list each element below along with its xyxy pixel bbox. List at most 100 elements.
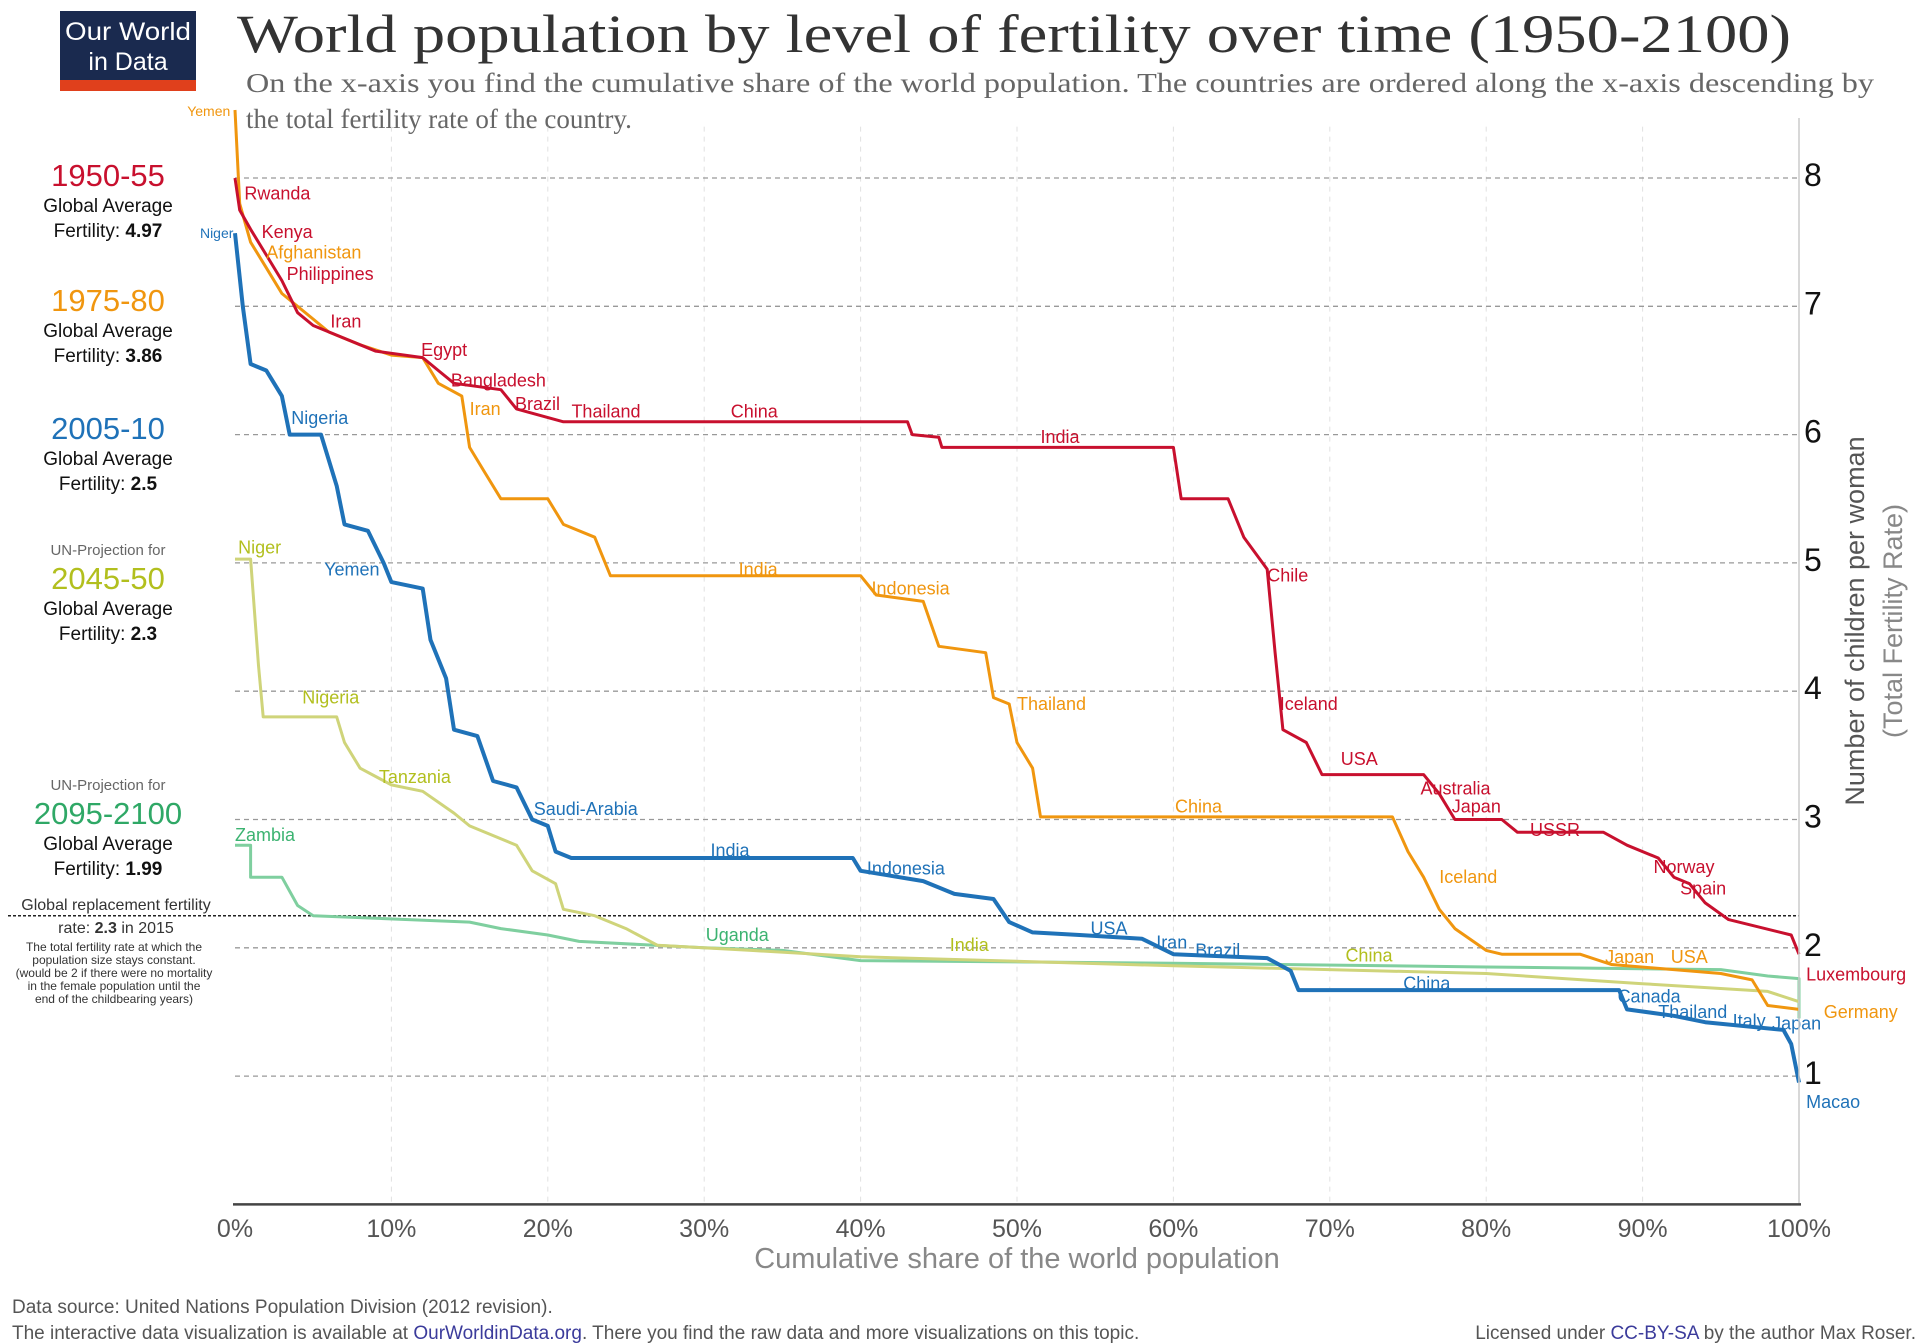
projection-label: UN-Projection for: [50, 542, 165, 559]
country-label: Uganda: [706, 925, 770, 945]
period-label: 2005-10: [51, 411, 165, 446]
country-label: USSR: [1530, 820, 1580, 840]
series-lines: [233, 109, 1801, 1083]
chart-subtitle-line1: On the x-axis you find the cumulative sh…: [246, 68, 1875, 98]
country-label: Niger: [238, 538, 281, 558]
y-axis-title: Number of children per woman: [1840, 436, 1870, 805]
fertility-value: 1.99: [125, 859, 162, 880]
grid: [8, 126, 1799, 1205]
x-tick-label: 70%: [1305, 1215, 1355, 1243]
legend-panel-2045-50: UN-Projection for 2045-50 Global Average Fe…: [43, 542, 173, 645]
country-label: Iceland: [1280, 694, 1338, 714]
period-label: 2095-2100: [34, 796, 182, 831]
country-label: India: [710, 840, 750, 860]
fertility-value: 4.97: [125, 221, 162, 242]
chart-subtitle-line2: the total fertility rate of the country.: [246, 104, 632, 134]
country-label: Bangladesh: [451, 371, 546, 391]
country-label: Thailand: [1017, 694, 1086, 714]
replacement-rate-value: 2.3: [95, 920, 117, 937]
country-label: Zambia: [235, 825, 296, 845]
footer-license: Licensed under CC-BY-SA by the author Ma…: [1475, 1323, 1916, 1344]
y-tick-label: 5: [1804, 542, 1822, 578]
x-tick-label: 20%: [523, 1215, 573, 1243]
country-label: India: [739, 559, 779, 579]
country-label: Italy: [1733, 1011, 1766, 1031]
y-tick-label: 1: [1804, 1055, 1822, 1091]
replacement-note: population size stays constant.: [32, 953, 195, 967]
replacement-title: Global replacement fertility: [21, 897, 210, 914]
axes: 0% 10% 20% 30% 40% 50% 60% 70% 80% 90% 100% 1 2 3 4 5 6 7…: [217, 118, 1908, 1275]
country-label: India: [950, 935, 990, 955]
country-label: Spain: [1680, 879, 1726, 899]
footer-interactive-pre: The interactive data visualization is av…: [12, 1323, 413, 1344]
country-label: Nigeria: [302, 688, 360, 708]
global-average-label: Global Average: [43, 834, 173, 855]
country-label: Saudi-Arabia: [534, 799, 639, 819]
country-label: Japan: [1452, 797, 1501, 817]
country-label: Egypt: [421, 340, 467, 360]
replacement-rate-post: in 2015: [117, 920, 174, 937]
country-label: India: [1040, 427, 1080, 447]
period-label: 2045-50: [51, 561, 165, 596]
fertility-label: Fertility:: [54, 346, 126, 367]
fertility-label: Fertility:: [54, 859, 126, 880]
country-label: Iceland: [1439, 867, 1497, 887]
y-tick-label: 7: [1804, 285, 1822, 321]
fertility-value: 3.86: [125, 346, 162, 367]
series-line-2005-10: [233, 232, 1801, 1083]
legend-panel-1950-55: 1950-55 Global Average Fertility: 4.97: [43, 158, 173, 242]
x-tick-label: 100%: [1767, 1215, 1831, 1243]
country-label: Iran: [330, 312, 361, 332]
x-axis-title: Cumulative share of the world population: [754, 1243, 1280, 1275]
country-label: Australia: [1421, 779, 1492, 799]
country-label: Germany: [1824, 1002, 1898, 1022]
country-label: Yemen: [324, 559, 379, 579]
y-tick-label: 2: [1804, 927, 1822, 963]
fertility-line: Fertility: 3.86: [54, 346, 163, 367]
logo-line2: in Data: [88, 48, 167, 76]
country-label: USA: [1091, 919, 1128, 939]
country-label: Chile: [1267, 566, 1308, 586]
chart-title: World population by level of fertility o…: [237, 4, 1791, 64]
country-label: Canada: [1618, 987, 1682, 1007]
replacement-note: The total fertility rate at which the: [26, 940, 202, 954]
x-tick-label: 80%: [1461, 1215, 1511, 1243]
country-label: Brazil: [1195, 940, 1240, 960]
country-label: USA: [1341, 749, 1378, 769]
legend-panel-2005-10: 2005-10 Global Average Fertility: 2.5: [43, 411, 173, 495]
country-label: Tanzania: [379, 767, 452, 787]
fertility-value: 2.5: [131, 474, 158, 495]
country-label: Yemen: [187, 103, 230, 119]
global-average-label: Global Average: [43, 321, 173, 342]
replacement-rate-pre: rate:: [58, 920, 94, 937]
legend-panel-2095-2100: UN-Projection for 2095-2100 Global Average…: [34, 777, 182, 880]
logo-background: [60, 11, 196, 91]
footer-interactive-post: . There you find the raw data and more v…: [582, 1323, 1139, 1344]
license-post: by the author Max Roser.: [1698, 1323, 1916, 1344]
country-label: Rwanda: [244, 183, 311, 203]
country-label: Norway: [1654, 857, 1715, 877]
country-label: China: [731, 402, 779, 422]
footer-source: Data source: United Nations Population D…: [12, 1297, 553, 1318]
fertility-line: Fertility: 2.3: [59, 624, 157, 645]
country-label: China: [1403, 974, 1451, 994]
x-tick-label: 0%: [217, 1215, 253, 1243]
x-tick-label: 50%: [992, 1215, 1042, 1243]
period-label: 1950-55: [51, 158, 165, 193]
owid-logo[interactable]: Our World in Data: [60, 11, 196, 91]
series-line-2045-50: [235, 557, 1800, 1004]
fertility-label: Fertility:: [54, 221, 126, 242]
y-axis-subtitle: (Total Fertility Rate): [1878, 504, 1908, 738]
owid-link[interactable]: OurWorldinData.org: [413, 1323, 582, 1344]
country-label: Brazil: [515, 394, 560, 414]
replacement-rate: rate: 2.3 in 2015: [58, 920, 174, 937]
logo-line1: Our World: [65, 18, 191, 46]
country-label: Indonesia: [872, 579, 951, 599]
license-link[interactable]: CC-BY-SA: [1610, 1323, 1699, 1344]
global-average-label: Global Average: [43, 449, 173, 470]
country-label: Thailand: [571, 402, 640, 422]
country-label: Iran: [1156, 933, 1187, 953]
fertility-line: Fertility: 4.97: [54, 221, 163, 242]
global-average-label: Global Average: [43, 599, 173, 620]
